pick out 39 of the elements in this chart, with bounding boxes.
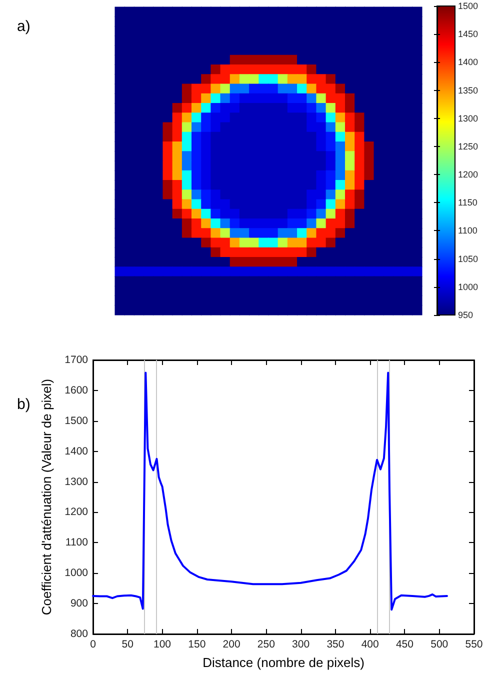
color-bar-label: 1100 [458, 226, 478, 236]
x-tick-label: 300 [292, 638, 310, 650]
line-series [92, 372, 448, 611]
color-bar-label: 1200 [458, 170, 478, 180]
y-tick-label: 1000 [64, 567, 88, 580]
y-tick-label: 900 [70, 598, 88, 610]
x-tick-label: 100 [154, 638, 172, 650]
y-axis-title: Coefficient d'atténuation (Valeur de pixel) [39, 378, 54, 616]
x-tick-label: 150 [188, 638, 206, 650]
color-bar-label: 1000 [458, 282, 478, 292]
color-bar-label: 1350 [458, 85, 478, 96]
y-tick-label: 1300 [64, 476, 88, 488]
color-bar-label: 1050 [458, 254, 478, 264]
color-bar-label: 1450 [458, 29, 478, 40]
x-axis-title: Distance (nombre de pixels) [202, 655, 364, 670]
x-tick-label: 450 [396, 638, 414, 650]
y-tick-label: 1100 [65, 536, 88, 549]
y-tick-label: 1500 [64, 414, 88, 427]
y-tick-label: 1700 [64, 354, 88, 366]
x-tick-label: 350 [326, 638, 344, 650]
y-tick-label: 1600 [64, 384, 88, 396]
y-tick-label: 1400 [64, 445, 88, 458]
y-tick-label: 800 [70, 628, 88, 640]
x-tick-label: 500 [430, 638, 448, 650]
text: b) [17, 396, 30, 413]
x-tick-label: 400 [361, 638, 380, 650]
x-tick-label: 250 [257, 638, 276, 650]
y-tick-label: 1200 [64, 506, 88, 518]
color-bar-label: 1150 [458, 198, 478, 208]
text: a) [17, 18, 30, 35]
color-bar-label: 1250 [458, 141, 478, 152]
color-bar-label: 1400 [458, 57, 478, 68]
x-tick-label: 200 [222, 638, 240, 650]
x-tick-label: 550 [465, 638, 483, 650]
x-tick-label: 50 [122, 638, 134, 650]
x-tick-label: 0 [90, 638, 96, 650]
color-bar-label: 1500 [458, 1, 478, 11]
color-bar-label: 950 [458, 310, 474, 320]
color-bar-label: 1300 [458, 113, 478, 124]
